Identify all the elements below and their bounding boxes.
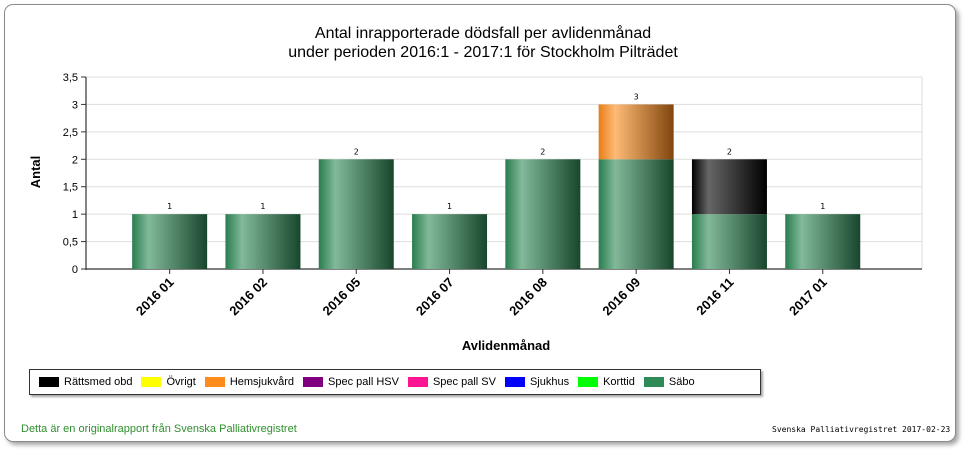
legend-swatch	[204, 377, 225, 387]
legend-label: Korttid	[603, 376, 635, 388]
y-axis-label: Antal	[28, 156, 43, 189]
y-tick-label: 1	[72, 209, 78, 221]
y-tick-label: 1,5	[63, 182, 78, 194]
legend-swatch	[578, 377, 599, 387]
bar-segment-säbo	[318, 159, 394, 269]
legend-item: Rättsmed obd	[39, 376, 132, 388]
x-tick-label: 2016 11	[693, 275, 736, 318]
legend-swatch	[39, 377, 59, 387]
x-tick-label: 2016 01	[133, 275, 177, 319]
bar-segment-säbo	[691, 214, 767, 269]
bar-total-label: 1	[447, 202, 452, 211]
chart-title-line-2: under perioden 2016:1 - 2017:1 för Stock…	[288, 44, 678, 61]
legend-swatch	[407, 377, 428, 387]
y-tick-label: 2,5	[63, 127, 78, 139]
legend-swatch	[303, 377, 324, 387]
bar-total-label: 1	[820, 202, 825, 211]
x-axis-label: Avlidenmånad	[462, 338, 550, 353]
x-tick-label: 2016 08	[506, 275, 550, 319]
legend-label: Sjukhus	[529, 376, 570, 388]
legend-item: Övrigt	[141, 376, 196, 388]
x-tick-labels: 2016 01 2016 02 2016 05 2016 07 2016 08 2016 …	[133, 269, 830, 318]
y-tick-label: 0	[72, 264, 78, 276]
bar-segment-rättsmed-obd	[691, 159, 767, 215]
y-tick-label: 3,5	[63, 72, 78, 84]
bar-segment-säbo	[225, 214, 301, 269]
legend-item: Spec pall SV	[407, 376, 496, 388]
bar-segment-säbo	[785, 214, 861, 269]
legend-label: Övrigt	[166, 376, 196, 388]
bar-total-label: 2	[354, 147, 359, 156]
axes	[85, 77, 922, 270]
legend-item: Sjukhus	[504, 376, 570, 388]
bar-segment-hemsjukvård	[598, 104, 674, 160]
bar-segment-säbo	[132, 214, 208, 269]
footer-date: Svenska Palliativregistret 2017-02-23	[772, 425, 951, 434]
bar-segment-säbo	[598, 159, 674, 269]
footer-source-note: Detta är en originalrapport från Svenska…	[21, 423, 297, 435]
bar-segment-säbo	[505, 159, 581, 269]
legend-swatch	[504, 377, 525, 387]
legend-item: Hemsjukvård	[204, 376, 295, 388]
legend-label: Spec pall HSV	[328, 376, 399, 388]
legend-item: Säbo	[643, 376, 695, 388]
legend: Rättsmed obd Övrigt Hemsjukvård Spec pall H…	[29, 369, 761, 395]
legend-item: Spec pall HSV	[303, 376, 399, 388]
bar-total-label: 2	[540, 147, 545, 156]
x-tick-label: 2016 07	[413, 275, 457, 319]
chart-title-line-1: Antal inrapporterade dödsfall per avlide…	[315, 24, 651, 42]
y-tick-label: 3	[72, 99, 78, 111]
bar-total-label: 1	[260, 202, 265, 211]
bar-total-label: 1	[167, 202, 172, 211]
legend-swatch	[643, 377, 664, 387]
y-tick-label: 0,5	[63, 237, 78, 249]
bar-segment-säbo	[412, 214, 488, 269]
x-tick-label: 2016 09	[599, 275, 643, 319]
legend-label: Säbo	[668, 376, 695, 388]
legend-label: Hemsjukvård	[229, 376, 295, 388]
legend-label: Spec pall SV	[432, 376, 496, 388]
x-tick-label: 2017 01	[786, 275, 830, 319]
y-tick-label: 2	[72, 154, 78, 166]
legend-item: Korttid	[578, 376, 635, 388]
y-tick-labels: 0 0,5 1 1,5 2 2,5 3 3,5	[63, 72, 86, 276]
x-tick-label: 2016 05	[320, 275, 364, 319]
bar-total-label: 2	[727, 147, 732, 156]
bars: 1 1 2 1 2 3 2 1	[132, 92, 861, 269]
x-tick-label: 2016 02	[226, 275, 270, 319]
legend-label: Rättsmed obd	[64, 376, 133, 388]
bar-total-label: 3	[634, 92, 639, 101]
legend-swatch	[141, 377, 162, 387]
chart-title: Antal inrapporterade dödsfall per avlide…	[288, 24, 678, 61]
